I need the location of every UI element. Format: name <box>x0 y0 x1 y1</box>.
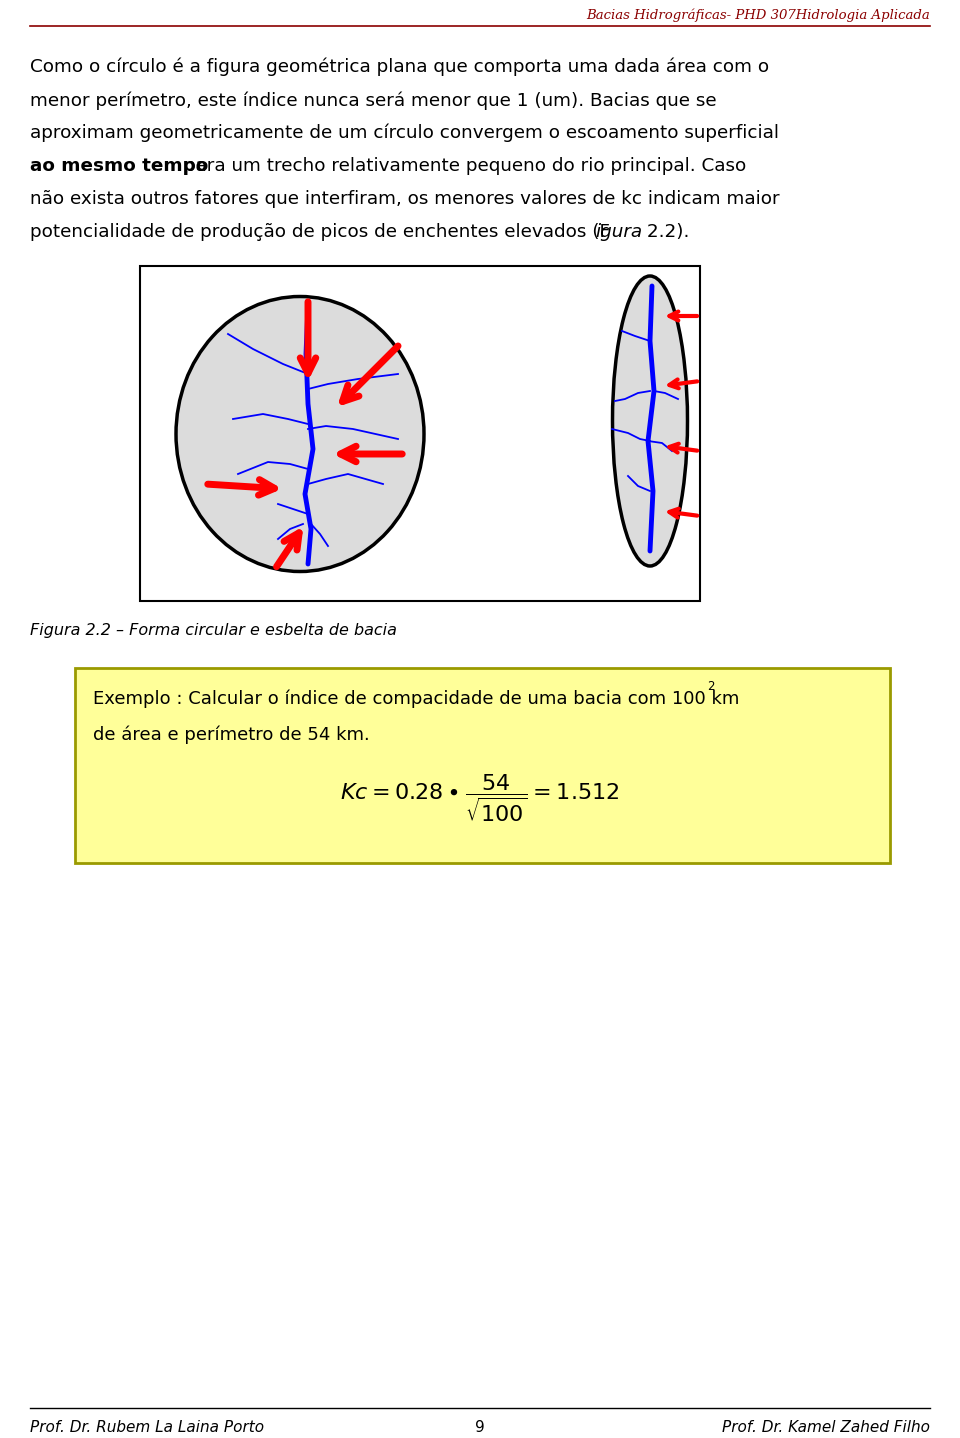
Text: aproximam geometricamente de um círculo convergem o escoamento superficial: aproximam geometricamente de um círculo … <box>30 124 779 142</box>
Text: menor perímetro, este índice nunca será menor que 1 (um). Bacias que se: menor perímetro, este índice nunca será … <box>30 91 716 109</box>
Text: não exista outros fatores que interfiram, os menores valores de kc indicam maior: não exista outros fatores que interfiram… <box>30 190 780 209</box>
Text: para um trecho relativamente pequeno do rio principal. Caso: para um trecho relativamente pequeno do … <box>178 157 746 175</box>
Ellipse shape <box>176 296 424 571</box>
Text: 2.2).: 2.2). <box>641 223 689 242</box>
Text: 2: 2 <box>707 680 714 693</box>
Text: Exemplo : Calcular o índice de compacidade de uma bacia com 100 km: Exemplo : Calcular o índice de compacida… <box>93 690 739 709</box>
Text: Como o círculo é a figura geométrica plana que comporta uma dada área com o: Como o círculo é a figura geométrica pla… <box>30 58 769 76</box>
Text: Figura 2.2 – Forma circular e esbelta de bacia: Figura 2.2 – Forma circular e esbelta de… <box>30 623 396 638</box>
Text: Bacias Hidrográficas- PHD 307Hidrologia Aplicada: Bacias Hidrográficas- PHD 307Hidrologia … <box>587 9 930 22</box>
Text: $\mathit{Kc} = 0.28 \bullet \dfrac{54}{\sqrt{100}} = 1.512$: $\mathit{Kc} = 0.28 \bullet \dfrac{54}{\… <box>340 772 620 824</box>
Ellipse shape <box>612 276 687 567</box>
Text: de área e perímetro de 54 km.: de área e perímetro de 54 km. <box>93 725 370 743</box>
Text: 9: 9 <box>475 1419 485 1435</box>
Bar <box>75 669 890 863</box>
Text: Prof. Dr. Rubem La Laina Porto: Prof. Dr. Rubem La Laina Porto <box>30 1419 264 1435</box>
Bar <box>140 266 700 601</box>
Text: ao mesmo tempo: ao mesmo tempo <box>30 157 208 175</box>
Text: Prof. Dr. Kamel Zahed Filho: Prof. Dr. Kamel Zahed Filho <box>722 1419 930 1435</box>
Text: potencialidade de produção de picos de enchentes elevados (F: potencialidade de produção de picos de e… <box>30 223 610 242</box>
Text: igura: igura <box>595 223 642 242</box>
